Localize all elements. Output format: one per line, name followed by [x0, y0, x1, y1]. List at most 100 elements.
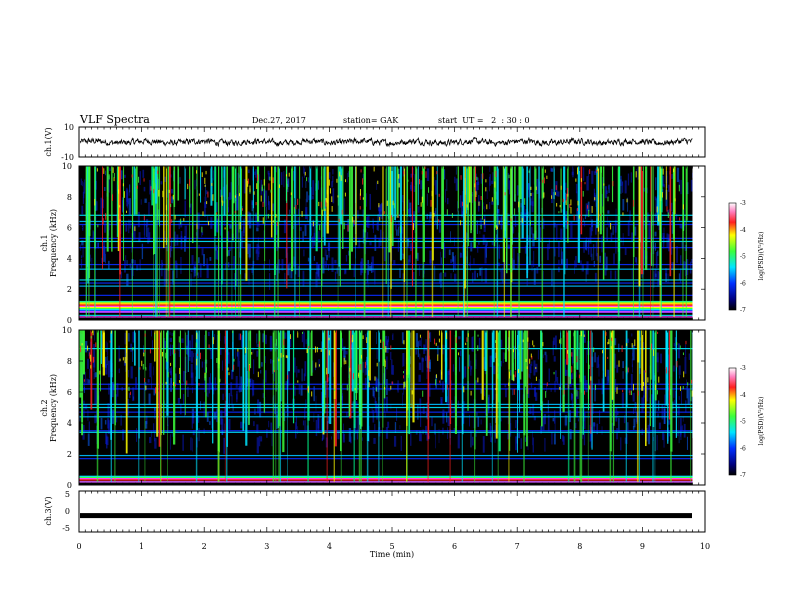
ch1-spectrogram-noise-cell [148, 202, 150, 217]
ch2-spectrogram-noise-cell [520, 438, 522, 449]
ch2-spectrogram-sferic-streak [611, 330, 614, 400]
ch1-spectrogram-noise-cell [93, 231, 95, 239]
ch1-spectrogram-noise-cell [657, 250, 659, 256]
ch2-spectrogram-sferic-streak [609, 451, 612, 482]
ch2-spectrogram-noise-cell [651, 394, 653, 405]
ch2-spectrogram-sferic-streak [138, 330, 140, 439]
ch2-spectrogram-speckle [676, 342, 678, 346]
ch1-spectrogram-noise-cell [595, 241, 598, 257]
ch2-spectrogram-speckle [306, 388, 308, 391]
ch1-spectrogram-speckle [580, 187, 582, 190]
ch2-spectrogram-noise-cell [393, 435, 397, 447]
ch1-spectrogram-noise-cell [647, 212, 649, 222]
ch2-spectrogram-sferic-streak [329, 330, 332, 425]
ch1-spectrogram-noise-cell [397, 227, 400, 236]
ch1-spectrogram-low-band [79, 301, 693, 303]
ch1-spectrogram-speckle [504, 192, 506, 196]
ch2-spectrogram-noise-cell [128, 369, 130, 378]
ch1-spectrogram-noise-cell [533, 268, 536, 285]
ch1-spectrogram-noise-cell [80, 255, 83, 268]
ch1-spectrogram-speckle [546, 175, 548, 179]
ch2-spectrogram-noise-cell [184, 356, 187, 373]
ch1-spectrogram-sferic-streak [156, 220, 158, 317]
ch2-spectrogram-noise-cell [327, 377, 330, 382]
ch2-spectrogram-sferic-streak [310, 330, 313, 376]
ch2-spectrogram-noise-cell [238, 333, 241, 341]
ch1-spectrogram-noise-cell [176, 262, 178, 279]
ch2-spectrogram-speckle [273, 359, 275, 363]
ch1-spectrogram-speckle [674, 198, 676, 202]
ch1-spectrogram-noise-cell [82, 226, 84, 231]
ch2-spectrogram-noise-cell [374, 401, 377, 413]
ch1-spectrogram-speckle [494, 181, 496, 188]
ch2-spectrogram-sferic-streak [258, 330, 261, 369]
ch2-spectrogram-noise-cell [680, 417, 682, 435]
ch2-spectrogram-sferic-streak [160, 404, 161, 482]
ch1-spectrogram-noise-cell [95, 201, 98, 211]
ch2-spectrogram-noise-cell [418, 431, 422, 442]
ch2-spectrogram-noise-cell [621, 392, 624, 408]
ch2-spectrogram-noise-cell [343, 423, 344, 440]
ch2-spectrogram-noise-cell [188, 330, 190, 346]
ch2-spectrogram-speckle [346, 384, 348, 391]
ch2-spectrogram-speckle [567, 350, 569, 354]
ch1-spectrogram-noise-cell [172, 170, 174, 182]
ch1-spectrogram-noise-cell [100, 197, 103, 215]
ch1-spectrogram-sferic-streak [514, 166, 516, 202]
ch2-spectrogram-ytick-0: 0 [67, 481, 72, 490]
ch1-spectrogram-noise-cell [426, 193, 428, 206]
ch1-spectrogram-noise-cell [157, 209, 160, 225]
ch1-spectrogram-noise-cell [357, 210, 359, 219]
ch2-spectrogram-noise-cell [532, 430, 533, 446]
ch2-spectrogram-noise-cell [569, 429, 572, 440]
ch1-spectrogram-speckle [578, 214, 580, 219]
ch1-spectrogram-noise-cell [416, 252, 419, 261]
ch1-spectrogram-speckle [559, 205, 561, 208]
ch1-spectrogram-noise-cell [225, 262, 226, 270]
ch1-spectrogram-speckle [530, 192, 532, 197]
ch1-spectrogram-noise-cell [595, 224, 597, 235]
ch2-spectrogram-noise-cell [343, 346, 346, 358]
ch2-spectrogram-noise-cell [345, 350, 348, 355]
ch1-spectrogram-noise-cell [434, 210, 436, 215]
ch1-spectrogram-noise-cell [671, 174, 673, 179]
ch1-spectrogram-noise-cell [479, 230, 481, 234]
ch2-spectrogram-noise-cell [315, 395, 317, 411]
ch1-spectrogram-noise-cell [190, 268, 193, 273]
ch2-spectrogram-noise-cell [153, 366, 154, 376]
ch2-spectrogram-sferic-streak [226, 446, 228, 482]
ch1-spectrogram-noise-cell [262, 263, 265, 270]
ch1-spectrogram-speckle [565, 200, 567, 206]
ch1-spectrogram-speckle [204, 177, 206, 184]
ch1-spectrogram-speckle [377, 180, 379, 185]
ch1-spectrogram-noise-cell [255, 249, 258, 254]
ch2-spectrogram-sferic-streak [406, 425, 408, 482]
ch1-spectrogram-noise-cell [610, 270, 612, 279]
ch1-spectrogram-sferic-streak [173, 207, 175, 317]
ch1-spectrogram-speckle [279, 184, 281, 188]
ch2-spectrogram-noise-cell [318, 358, 320, 368]
ch2-spectrogram-noise-cell [574, 422, 577, 429]
ch1-spectrogram-speckle [318, 201, 320, 207]
ch1-spectrogram-noise-cell [671, 262, 674, 271]
ch2-spectrogram-noise-cell [210, 349, 213, 360]
ch1-spectrogram-noise-cell [624, 248, 627, 256]
ch2-spectrogram-speckle [311, 391, 313, 397]
ch1-spectrogram-noise-cell [224, 211, 225, 226]
ch2-spectrogram-noise-cell [155, 418, 157, 435]
ch2-spectrogram-sferic-streak [581, 330, 583, 408]
ch2-spectrogram-hline [79, 388, 693, 390]
ch1-spectrogram-noise-cell [170, 246, 172, 258]
ch1-spectrogram-speckle [345, 179, 347, 183]
ch2-spectrogram-noise-cell [190, 437, 192, 451]
ch1-spectrogram-noise-cell [643, 187, 646, 192]
ch1-spectrogram-noise-cell [161, 259, 163, 277]
ch2-spectrogram-sferic-streak [279, 330, 282, 402]
ch1-spectrogram-noise-cell [614, 270, 617, 280]
ch2-spectrogram-speckle [196, 332, 198, 340]
ch2-spectrogram-noise-cell [469, 414, 470, 427]
ch1-spectrogram-noise-cell [479, 267, 482, 276]
ch2-spectrogram-noise-cell [550, 388, 552, 392]
ch2-spectrogram-noise-cell [492, 365, 496, 375]
ch2-spectrogram-sferic-streak [279, 401, 282, 482]
